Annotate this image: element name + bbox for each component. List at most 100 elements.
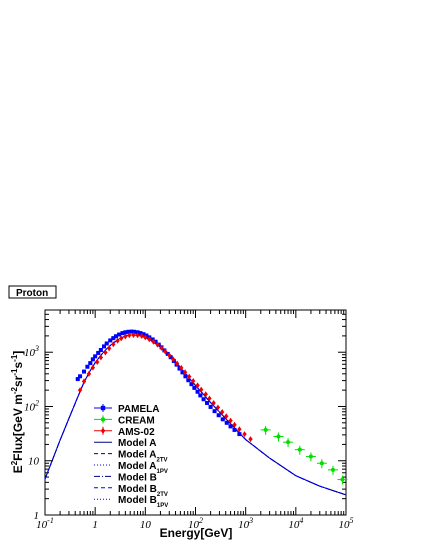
pamela-point — [195, 389, 200, 394]
pamela-point — [216, 413, 221, 418]
ams-02-point — [82, 378, 87, 385]
ams-02-point — [224, 413, 229, 420]
legend-item-model-a: Model A — [94, 438, 157, 449]
ams-02-point — [95, 359, 100, 366]
y-tick-label: 10 — [28, 456, 40, 468]
cream-point — [286, 440, 291, 445]
pamela-point — [132, 329, 137, 334]
ams-02-point — [220, 409, 225, 416]
ams-02-point — [155, 341, 160, 348]
pamela-point — [177, 366, 182, 371]
legend-marker — [100, 405, 106, 411]
ams-02-point — [123, 333, 128, 340]
pamela-point — [111, 336, 116, 341]
legend-item-model-b-2tv: Model B2TV — [94, 484, 168, 498]
ams-02-point — [167, 352, 172, 359]
cream-point — [308, 454, 313, 459]
cream-point — [263, 427, 268, 432]
ams-02-point — [151, 338, 156, 345]
pamela-point — [186, 378, 191, 383]
pamela-point — [150, 337, 155, 342]
series-cream — [260, 425, 348, 485]
pamela-point — [232, 427, 237, 432]
pamela-point — [208, 404, 213, 409]
pamela-point — [75, 377, 80, 382]
pamela-point — [141, 332, 146, 337]
ams-02-point — [175, 360, 180, 367]
ams-02-point — [228, 417, 233, 424]
pamela-point — [82, 369, 87, 374]
pamela-point — [224, 420, 229, 425]
y-tick-label: 102 — [24, 398, 39, 413]
legend-marker — [100, 427, 106, 434]
ams-02-point — [248, 436, 253, 443]
ams-02-point — [203, 391, 208, 398]
title-box: Proton — [8, 285, 57, 299]
pamela-point — [117, 332, 122, 337]
legend-item-ams-02: AMS-02 — [94, 426, 155, 438]
ams-02-point — [179, 364, 184, 371]
ams-02-point — [171, 356, 176, 363]
legend-item-model-b: Model B — [94, 472, 157, 483]
ams-02-point — [215, 404, 220, 411]
ams-02-point — [119, 335, 124, 342]
pamela-point — [126, 329, 131, 334]
cream-point — [340, 477, 345, 482]
x-tick-label: 1 — [92, 519, 98, 531]
pamela-point — [93, 354, 98, 359]
pamela-point — [189, 382, 194, 387]
legend-label: Model A2TV — [118, 450, 168, 464]
pamela-point — [165, 351, 170, 356]
ams-02-point — [78, 387, 83, 394]
x-axis-title: Energy[GeV] — [160, 526, 233, 540]
pamela-point — [180, 370, 185, 375]
legend-label: Model A1PV — [118, 461, 168, 475]
pamela-point — [78, 374, 83, 379]
ams-02-point — [163, 348, 168, 355]
ams-02-point — [143, 334, 148, 341]
ams-02-point — [207, 395, 212, 402]
pamela-point — [96, 350, 101, 355]
ams-02-point — [195, 382, 200, 389]
pamela-point — [228, 424, 233, 429]
ams-02-point — [86, 370, 91, 377]
legend-item-pamela: PAMELA — [94, 404, 159, 415]
legend-item-cream: CREAM — [94, 415, 155, 426]
legend-label: Model B1PV — [118, 495, 168, 509]
ams-02-point — [237, 426, 242, 433]
pamela-point — [153, 339, 158, 344]
ams-02-point — [90, 364, 95, 371]
legend-item-model-a-1pv: Model A1PV — [94, 461, 168, 475]
pamela-point — [123, 330, 128, 335]
x-tick-label: 104 — [288, 516, 303, 531]
pamela-point — [220, 417, 225, 422]
ams-02-point — [127, 332, 132, 339]
pamela-point — [85, 364, 90, 369]
ams-02-point — [242, 431, 247, 438]
chart-title: Proton — [16, 288, 48, 299]
x-tick-label: 10-1 — [36, 516, 54, 531]
pamela-point — [198, 393, 203, 398]
legend-item-model-a-2tv: Model A2TV — [94, 450, 168, 464]
ams-02-point — [199, 386, 204, 393]
ams-02-point — [191, 377, 196, 384]
series-ams-02 — [78, 331, 253, 443]
pamela-point — [90, 357, 95, 362]
ams-02-point — [107, 345, 112, 352]
pamela-point — [201, 397, 206, 402]
pamela-point — [129, 329, 134, 334]
pamela-point — [183, 374, 188, 379]
ams-02-point — [159, 344, 164, 351]
legend-label: CREAM — [118, 415, 155, 426]
x-tick-label: 105 — [339, 516, 354, 531]
ams-02-point — [139, 333, 144, 340]
ams-02-point — [131, 331, 136, 338]
x-tick-label: 102 — [188, 516, 203, 531]
legend-label: PAMELA — [118, 404, 159, 415]
data-series — [75, 329, 348, 485]
ams-02-point — [98, 354, 103, 361]
pamela-point — [144, 333, 149, 338]
pamela-point — [102, 344, 107, 349]
pamela-point — [104, 341, 109, 346]
